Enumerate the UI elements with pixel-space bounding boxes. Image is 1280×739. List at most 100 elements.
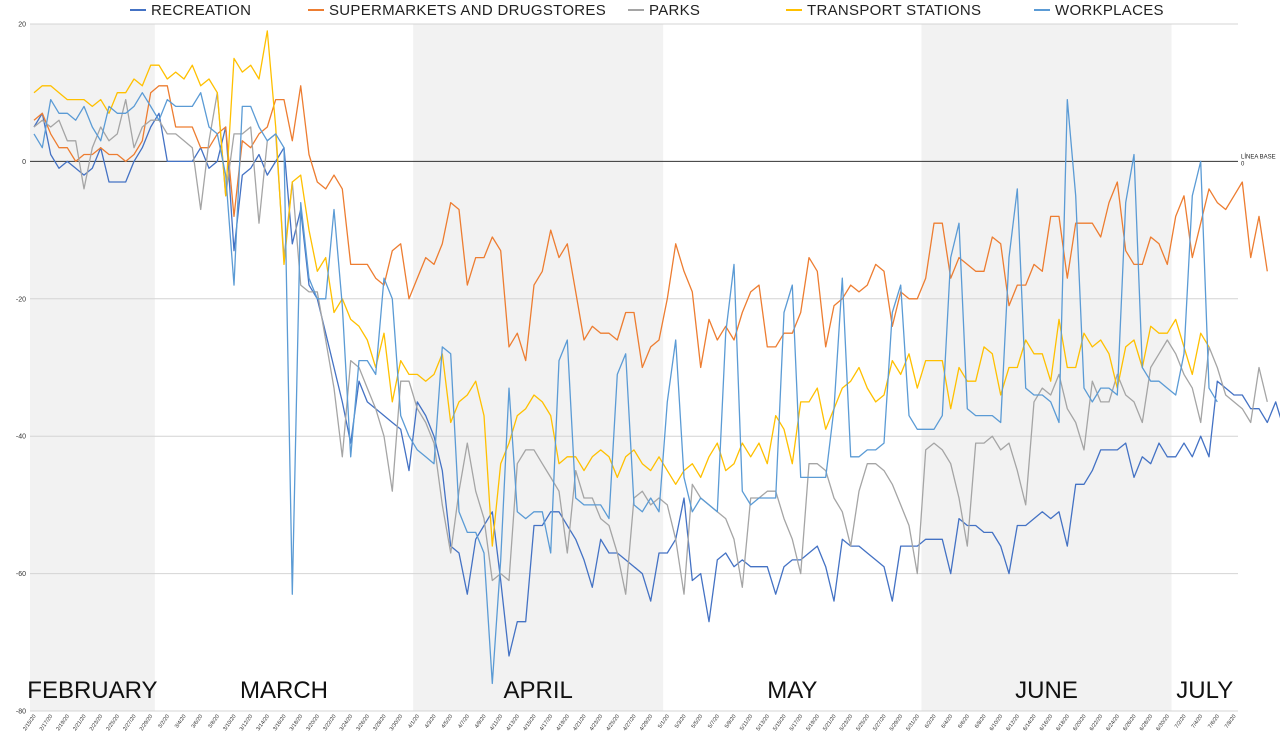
x-tick-label: 7/2/20 bbox=[1174, 714, 1188, 730]
x-tick-label: 6/4/20 bbox=[941, 714, 955, 730]
x-tick-label: 2/15/20 bbox=[22, 714, 37, 732]
x-tick-label: 3/22/20 bbox=[322, 714, 337, 732]
x-tick-label: 2/19/20 bbox=[56, 714, 71, 732]
x-tick-label: 3/20/20 bbox=[306, 714, 321, 732]
x-tick-label: 3/8/20 bbox=[207, 714, 221, 730]
x-tick-label: 6/24/20 bbox=[1106, 714, 1121, 732]
x-tick-label: 4/27/20 bbox=[622, 714, 637, 732]
x-tick-label: 3/6/20 bbox=[191, 714, 205, 730]
month-band bbox=[413, 24, 664, 711]
x-tick-label: 3/16/20 bbox=[272, 714, 287, 732]
x-tick-label: 4/21/20 bbox=[572, 714, 587, 732]
x-tick-label: 4/11/20 bbox=[489, 714, 504, 732]
y-tick-label: -20 bbox=[16, 296, 26, 303]
x-tick-label: 4/3/20 bbox=[424, 714, 438, 730]
x-tick-label: 7/4/20 bbox=[1191, 714, 1205, 730]
x-tick-label: 5/19/20 bbox=[806, 714, 821, 732]
x-tick-label: 6/12/20 bbox=[1006, 714, 1021, 732]
month-label: FEBRUARY bbox=[27, 677, 157, 704]
x-tick-label: 6/28/20 bbox=[1139, 714, 1154, 732]
month-label: JUNE bbox=[1015, 677, 1078, 704]
month-labels: FEBRUARY MARCH APRIL MAY JUNE JULY bbox=[27, 677, 1233, 704]
legend-label: TRANSPORT STATIONS bbox=[807, 2, 981, 19]
x-tick-label: 6/14/20 bbox=[1022, 714, 1037, 732]
series-line bbox=[33, 112, 1280, 657]
x-tick-label: 5/5/20 bbox=[691, 714, 705, 730]
x-tick-label: 6/30/20 bbox=[1156, 714, 1171, 732]
series-lines bbox=[33, 30, 1280, 685]
x-tick-label: 2/25/20 bbox=[106, 714, 121, 732]
x-tick-label: 5/7/20 bbox=[707, 714, 721, 730]
x-tick-label: 5/31/20 bbox=[906, 714, 921, 732]
x-tick-label: 5/9/20 bbox=[724, 714, 738, 730]
x-tick-label: 2/23/20 bbox=[89, 714, 104, 732]
baseline-value-label: 0 bbox=[1241, 161, 1245, 167]
x-tick-label: 6/18/20 bbox=[1056, 714, 1071, 732]
y-tick-label: -80 bbox=[16, 709, 26, 716]
x-tick-label: 2/17/20 bbox=[39, 714, 54, 732]
x-tick-label: 4/23/20 bbox=[589, 714, 604, 732]
baseline: LÍNEA BASE 0 bbox=[30, 153, 1276, 167]
x-tick-label: 3/4/20 bbox=[174, 714, 188, 730]
legend: RECREATION SUPERMARKETS AND DRUGSTORES PAR… bbox=[130, 2, 1164, 19]
x-tick-label: 5/1/20 bbox=[657, 714, 671, 730]
series-line bbox=[33, 30, 1210, 547]
month-band bbox=[30, 24, 155, 711]
legend-label: PARKS bbox=[649, 2, 700, 19]
y-tick-label: 20 bbox=[18, 22, 26, 29]
legend-label: WORKPLACES bbox=[1055, 2, 1164, 19]
x-tick-label: 5/3/20 bbox=[674, 714, 688, 730]
x-tick-label: 6/2/20 bbox=[924, 714, 938, 730]
x-axis-ticks: 2/15/20 2/17/20 2/19/20 2/21/20 2/23/20 2/25/… bbox=[22, 714, 1237, 732]
x-tick-label: 7/6/20 bbox=[1207, 714, 1221, 730]
x-tick-label: 4/13/20 bbox=[506, 714, 521, 732]
month-label: MARCH bbox=[240, 677, 328, 704]
x-tick-label: 5/13/20 bbox=[756, 714, 771, 732]
x-tick-label: 4/29/20 bbox=[639, 714, 654, 732]
legend-label: SUPERMARKETS AND DRUGSTORES bbox=[329, 2, 606, 19]
x-tick-label: 4/5/20 bbox=[441, 714, 455, 730]
x-tick-label: 4/15/20 bbox=[522, 714, 537, 732]
x-tick-label: 6/22/20 bbox=[1089, 714, 1104, 732]
x-tick-label: 3/12/20 bbox=[239, 714, 254, 732]
series-line bbox=[33, 92, 1218, 685]
x-tick-label: 6/20/20 bbox=[1072, 714, 1087, 732]
legend-label: RECREATION bbox=[151, 2, 251, 19]
month-label: APRIL bbox=[503, 677, 572, 704]
y-tick-label: -40 bbox=[16, 434, 26, 441]
x-tick-label: 4/7/20 bbox=[457, 714, 471, 730]
x-tick-label: 7/8/20 bbox=[1224, 714, 1238, 730]
x-tick-label: 6/8/20 bbox=[974, 714, 988, 730]
x-tick-label: 3/18/20 bbox=[289, 714, 304, 732]
x-tick-label: 5/25/20 bbox=[856, 714, 871, 732]
x-tick-label: 3/2/20 bbox=[157, 714, 171, 730]
x-tick-label: 3/26/20 bbox=[356, 714, 371, 732]
y-tick-label: 0 bbox=[22, 159, 26, 166]
series-line bbox=[33, 92, 1268, 595]
x-tick-label: 6/26/20 bbox=[1122, 714, 1137, 732]
x-tick-label: 3/14/20 bbox=[256, 714, 271, 732]
x-tick-label: 5/27/20 bbox=[872, 714, 887, 732]
x-tick-label: 5/11/20 bbox=[739, 714, 754, 732]
x-tick-label: 4/1/20 bbox=[407, 714, 421, 730]
x-tick-label: 2/27/20 bbox=[122, 714, 137, 732]
y-tick-label: -60 bbox=[16, 571, 26, 578]
gridlines bbox=[30, 23, 1238, 712]
x-tick-label: 6/16/20 bbox=[1039, 714, 1054, 732]
x-tick-label: 4/19/20 bbox=[556, 714, 571, 732]
x-tick-label: 5/21/20 bbox=[822, 714, 837, 732]
x-tick-label: 5/17/20 bbox=[789, 714, 804, 732]
x-tick-label: 3/10/20 bbox=[222, 714, 237, 732]
x-tick-label: 6/10/20 bbox=[989, 714, 1004, 732]
x-tick-label: 5/29/20 bbox=[889, 714, 904, 732]
x-tick-label: 6/6/20 bbox=[957, 714, 971, 730]
y-axis-ticks: 20 0 -20 -40 -60 -80 bbox=[16, 22, 26, 716]
month-bands bbox=[30, 24, 1172, 711]
x-tick-label: 3/28/20 bbox=[372, 714, 387, 732]
x-tick-label: 4/9/20 bbox=[474, 714, 488, 730]
x-tick-label: 2/29/20 bbox=[139, 714, 154, 732]
x-tick-label: 4/17/20 bbox=[539, 714, 554, 732]
month-label: MAY bbox=[767, 677, 817, 704]
x-tick-label: 2/21/20 bbox=[72, 714, 87, 732]
